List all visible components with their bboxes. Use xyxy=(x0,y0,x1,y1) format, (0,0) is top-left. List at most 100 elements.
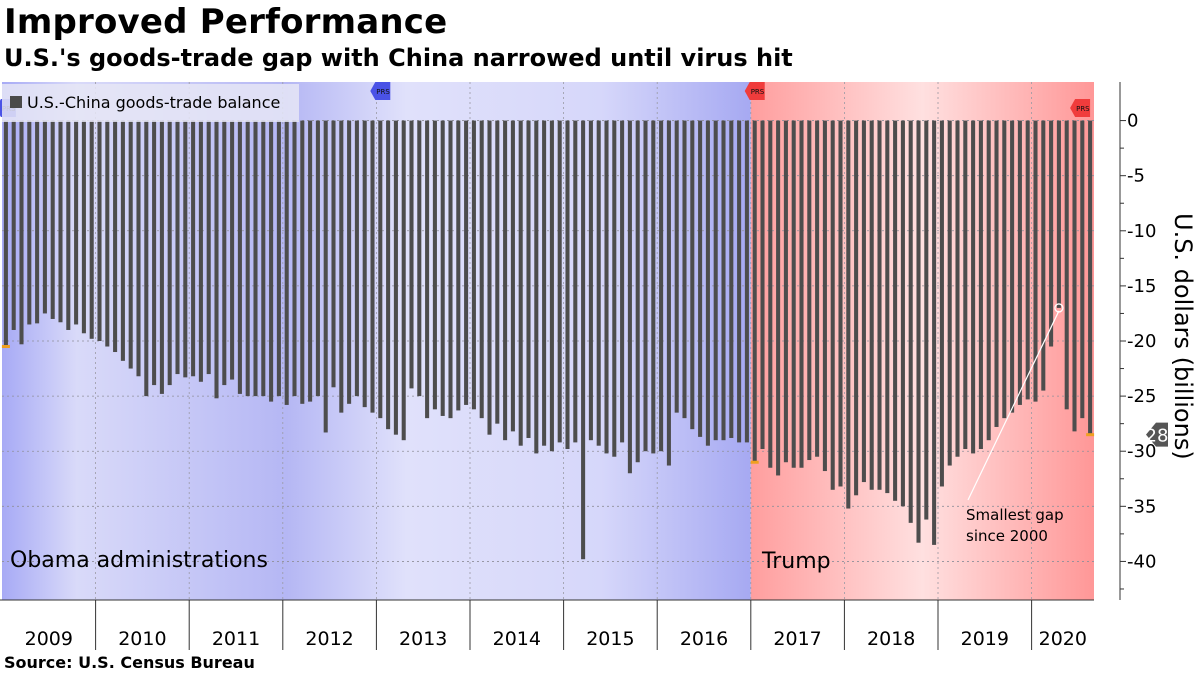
bar-123 xyxy=(963,120,968,450)
bar-98 xyxy=(768,120,773,468)
bar-122 xyxy=(955,120,960,457)
bar-44 xyxy=(347,120,352,404)
bar-77 xyxy=(604,120,609,454)
bar-135 xyxy=(1056,120,1061,308)
bar-7 xyxy=(58,120,63,323)
bar-5 xyxy=(42,120,47,314)
bar-67 xyxy=(526,120,531,438)
bar-90 xyxy=(705,120,710,446)
bar-30 xyxy=(237,120,242,394)
bar-129 xyxy=(1010,120,1015,413)
bar-3 xyxy=(27,120,32,325)
bar-121 xyxy=(947,120,952,466)
bar-110 xyxy=(861,120,866,483)
legend-box xyxy=(2,84,299,122)
bar-32 xyxy=(253,120,258,397)
bar-50 xyxy=(393,120,398,435)
bar-113 xyxy=(885,120,890,494)
annotation-line xyxy=(967,310,1060,501)
legend-swatch xyxy=(10,96,22,108)
last-value-label: -28 xyxy=(1139,426,1168,447)
bar-4 xyxy=(35,120,40,324)
bar-96 xyxy=(752,120,757,463)
bar-41 xyxy=(323,120,328,433)
bar-13 xyxy=(105,120,110,347)
y-tick-label-2: -10 xyxy=(1127,221,1156,242)
bar-1 xyxy=(11,120,16,330)
bar-53 xyxy=(417,120,422,397)
bar-100 xyxy=(783,120,788,463)
bar-66 xyxy=(518,120,523,446)
bar-49 xyxy=(386,120,391,430)
bar-17 xyxy=(136,120,141,377)
bar-25 xyxy=(198,120,203,382)
bar-54 xyxy=(425,120,430,419)
bar-19 xyxy=(152,120,157,386)
bar-2 xyxy=(19,120,24,345)
bar-0 xyxy=(3,120,8,347)
bar-119 xyxy=(932,120,937,545)
legend-label: U.S.-China goods-trade balance xyxy=(27,93,280,112)
bar-138 xyxy=(1080,120,1085,419)
last-value-tag-shape xyxy=(1146,422,1168,447)
bar-114 xyxy=(893,120,898,501)
prs-marker-3: PRS xyxy=(1070,99,1090,117)
bar-40 xyxy=(315,120,320,397)
bar-89 xyxy=(698,120,703,437)
bar-125 xyxy=(978,120,983,450)
bar-21 xyxy=(167,120,172,386)
bar-11 xyxy=(89,120,94,339)
bar-83 xyxy=(651,120,656,454)
bar-60 xyxy=(471,120,476,410)
y-tick-label-8: -40 xyxy=(1127,551,1156,572)
bar-18 xyxy=(144,120,149,397)
bar-12 xyxy=(97,120,102,342)
last-value-tag: -28 xyxy=(1139,422,1168,447)
y-tick-label-0: 0 xyxy=(1127,111,1138,132)
bar-117 xyxy=(916,120,921,543)
bar-16 xyxy=(128,120,133,369)
bar-73 xyxy=(573,120,578,443)
bar-84 xyxy=(659,120,664,452)
bar-43 xyxy=(339,120,344,413)
bar-39 xyxy=(308,120,313,402)
bar-76 xyxy=(596,120,601,446)
bar-63 xyxy=(495,120,500,424)
bar-131 xyxy=(1025,120,1030,400)
year-label-2020: 2020 xyxy=(1039,628,1087,650)
bar-42 xyxy=(331,120,336,388)
annotation-line-2: since 2000 xyxy=(966,527,1048,545)
bar-101 xyxy=(791,120,796,468)
bar-48 xyxy=(378,120,383,419)
bar-59 xyxy=(464,120,469,405)
bar-58 xyxy=(456,120,461,411)
bar-10 xyxy=(81,120,86,334)
bar-115 xyxy=(900,120,905,507)
bar-87 xyxy=(682,120,687,419)
bar-86 xyxy=(674,120,679,413)
bar-72 xyxy=(565,120,570,450)
bar-133 xyxy=(1041,120,1046,391)
y-tick-label-7: -35 xyxy=(1127,496,1156,517)
bar-75 xyxy=(588,120,593,441)
bar-34 xyxy=(269,120,274,402)
bar-15 xyxy=(120,120,125,361)
source-note: Source: U.S. Census Bureau xyxy=(4,653,255,672)
period-endpoint-0 xyxy=(1,345,10,349)
bar-28 xyxy=(222,120,227,386)
bar-104 xyxy=(815,120,820,457)
bar-23 xyxy=(183,120,188,378)
prs-marker-shape xyxy=(1070,99,1091,117)
bar-130 xyxy=(1017,120,1022,405)
annotation-line-1: Smallest gap xyxy=(966,506,1064,524)
bar-55 xyxy=(432,120,437,410)
bar-64 xyxy=(503,120,508,441)
bar-71 xyxy=(557,120,562,443)
bar-111 xyxy=(869,120,874,490)
year-label-2010: 2010 xyxy=(118,628,166,650)
bar-91 xyxy=(713,120,718,441)
period-label-obama: Obama administrations xyxy=(10,548,268,573)
bar-107 xyxy=(838,120,843,487)
bar-51 xyxy=(401,120,406,441)
